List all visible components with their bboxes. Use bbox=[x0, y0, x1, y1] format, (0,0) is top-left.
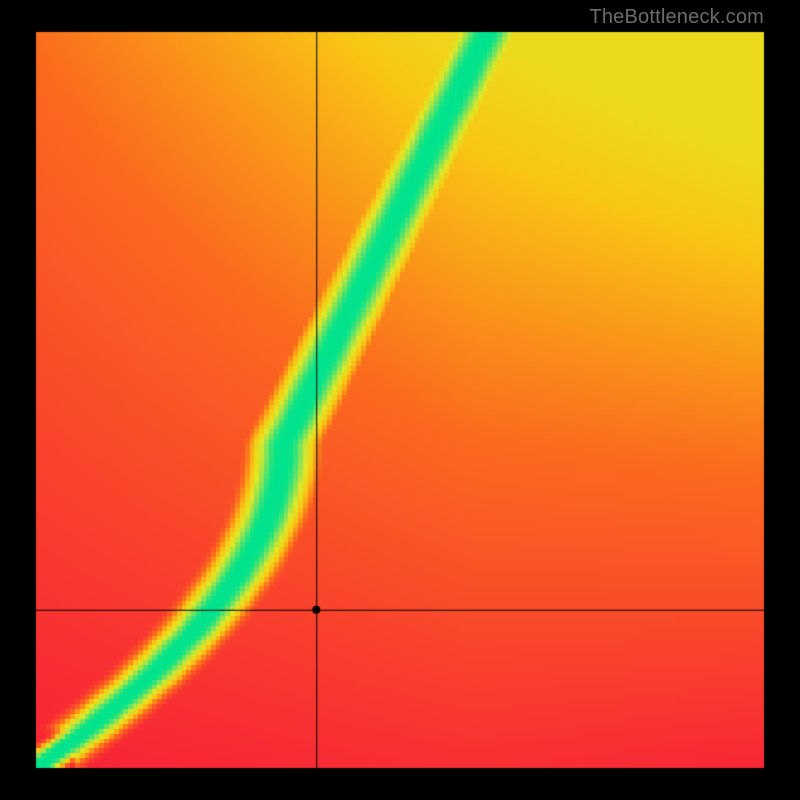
bottleneck-heatmap bbox=[0, 0, 800, 800]
root: TheBottleneck.com bbox=[0, 0, 800, 800]
watermark-text: TheBottleneck.com bbox=[589, 6, 764, 29]
